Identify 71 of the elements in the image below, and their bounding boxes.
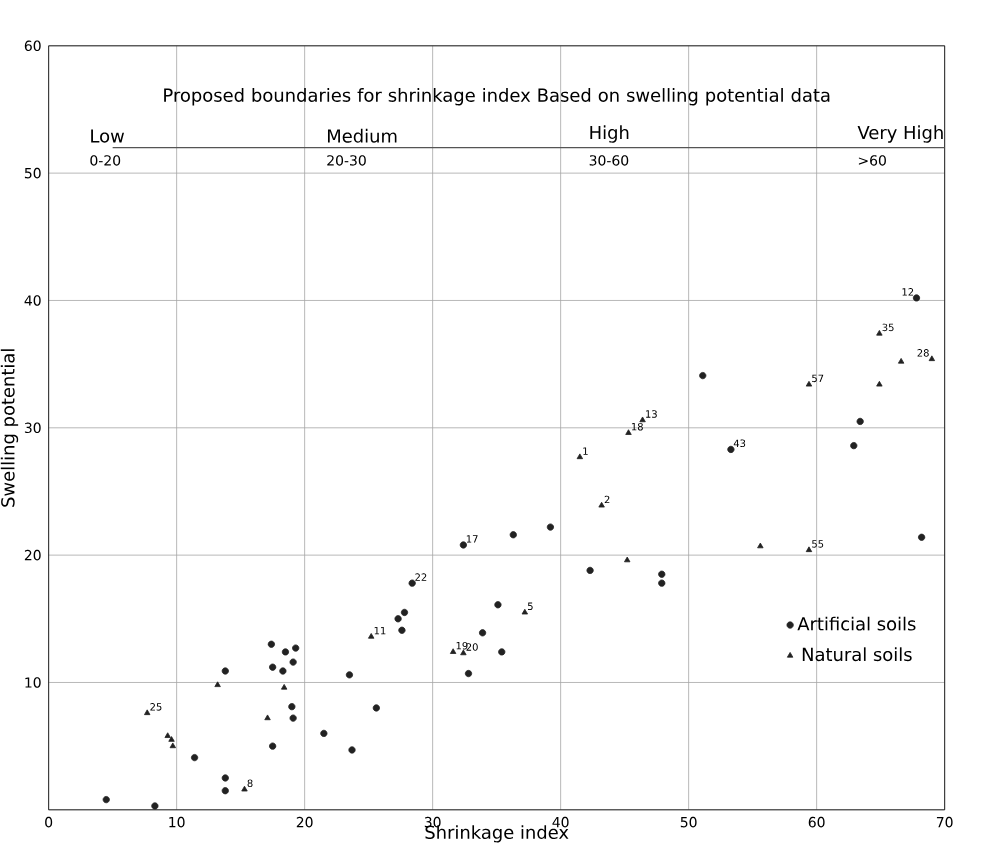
point bbox=[269, 663, 277, 671]
legend-label: Natural soils bbox=[802, 647, 912, 662]
point bbox=[856, 417, 864, 426]
y-axis-title: Swelling potential bbox=[0, 349, 19, 507]
point bbox=[102, 796, 110, 804]
point bbox=[521, 608, 528, 615]
point bbox=[876, 329, 883, 336]
point bbox=[625, 429, 632, 435]
point bbox=[267, 640, 275, 648]
point bbox=[897, 358, 905, 364]
point bbox=[372, 704, 380, 712]
point bbox=[624, 556, 631, 563]
legend-label: Artificial soils bbox=[797, 616, 916, 631]
point bbox=[658, 570, 666, 578]
point bbox=[408, 579, 416, 587]
point bbox=[190, 754, 199, 762]
point bbox=[850, 442, 858, 450]
point bbox=[289, 658, 297, 666]
point bbox=[658, 579, 666, 587]
point bbox=[169, 742, 176, 749]
point bbox=[876, 380, 883, 387]
point bbox=[586, 566, 594, 574]
point bbox=[509, 531, 517, 539]
point bbox=[598, 501, 605, 508]
point bbox=[449, 648, 457, 654]
point bbox=[281, 648, 290, 656]
point bbox=[576, 453, 584, 460]
point bbox=[221, 774, 229, 782]
point bbox=[164, 732, 171, 738]
point bbox=[400, 608, 409, 617]
point bbox=[221, 667, 229, 675]
annotation: Proposed boundaries for shrinkage index Based on swelling potential data bbox=[164, 88, 830, 106]
point bbox=[168, 736, 175, 742]
point bbox=[459, 541, 467, 549]
point bbox=[757, 542, 764, 549]
point bbox=[918, 533, 926, 541]
point bbox=[398, 626, 406, 634]
point bbox=[221, 787, 229, 795]
x-axis-title: Shrinkage index bbox=[425, 825, 569, 843]
point bbox=[805, 380, 813, 387]
point bbox=[368, 633, 375, 639]
point bbox=[345, 671, 354, 679]
point bbox=[281, 683, 288, 690]
point bbox=[269, 742, 277, 750]
point bbox=[699, 372, 707, 380]
annotation: Very High bbox=[857, 125, 943, 143]
annotation: Medium bbox=[327, 128, 397, 143]
point bbox=[241, 785, 248, 792]
point bbox=[498, 648, 506, 656]
point bbox=[279, 667, 287, 675]
point bbox=[912, 294, 921, 302]
point bbox=[348, 746, 356, 754]
point bbox=[639, 416, 646, 423]
point bbox=[394, 615, 402, 623]
point bbox=[264, 714, 271, 721]
point bbox=[546, 523, 554, 531]
point bbox=[464, 669, 473, 678]
point bbox=[494, 601, 502, 609]
point bbox=[144, 709, 151, 716]
annotation: High bbox=[590, 125, 629, 143]
point bbox=[727, 445, 735, 454]
point bbox=[151, 802, 159, 810]
point bbox=[214, 681, 221, 688]
point bbox=[805, 546, 813, 553]
point bbox=[928, 355, 936, 362]
point bbox=[292, 644, 300, 652]
point bbox=[288, 703, 296, 711]
point bbox=[320, 729, 328, 737]
point bbox=[478, 629, 487, 637]
point bbox=[289, 714, 297, 722]
annotation: Low bbox=[91, 129, 125, 143]
